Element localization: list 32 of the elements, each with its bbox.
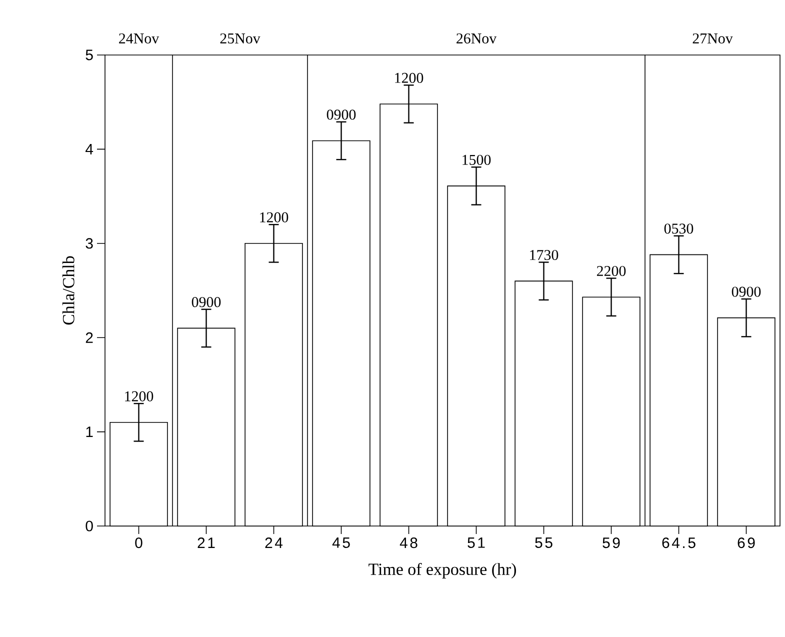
x-tick-label: 21 [198,538,215,548]
annotation: 1200 [125,391,154,402]
text: 24Nov [119,33,160,44]
text: 27Nov [692,33,733,44]
y-tick-label: 3 [86,238,93,249]
annotation: 0900 [192,297,221,308]
y-tick-label: 1 [86,426,93,437]
y-tick-label: 0 [86,520,93,532]
x-tick-label: 64.5 [662,538,696,548]
annotation: 0530 [664,224,694,234]
x-axis-title: Time of exposure (hr) [368,562,516,578]
annotation: 2200 [596,266,626,276]
y-tick-label: 5 [86,50,93,60]
x-tick-label: 0 [135,538,142,548]
x-tick-label: 59 [602,538,620,548]
annotation: 1730 [530,250,558,260]
text: 25Nov [220,33,260,44]
annotation: 1200 [260,212,288,222]
y-tick-label: 4 [86,144,94,154]
text: 26Nov [456,33,497,44]
x-tick-label: 51 [468,538,485,548]
annotation: 1500 [462,154,491,165]
y-tick-label: 2 [86,332,93,343]
x-tick-label: 45 [332,538,350,548]
annotation: 0900 [326,110,356,120]
x-tick-label: 69 [738,538,755,548]
x-tick-label: 24 [265,538,283,548]
x-tick-label: 55 [535,538,552,548]
x-tick-label: 48 [400,538,418,548]
y-axis-title: Chla/Chlb [62,256,74,325]
annotation: 0900 [732,286,761,297]
annotation: 1200 [395,72,424,83]
